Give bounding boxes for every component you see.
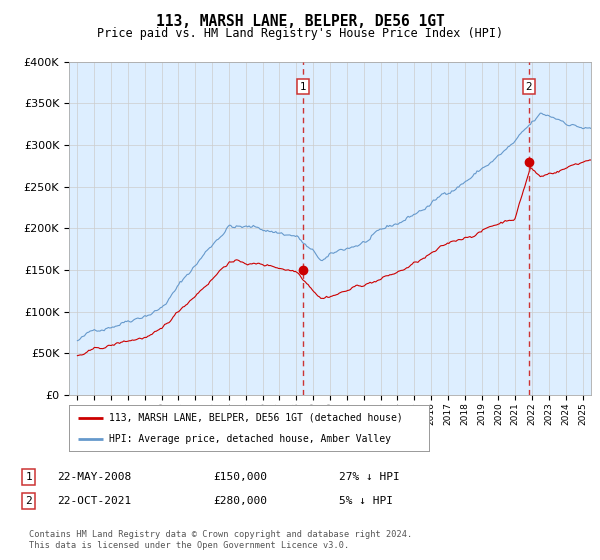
Text: £150,000: £150,000 [213, 472, 267, 482]
Text: 2: 2 [25, 496, 32, 506]
Text: 2: 2 [526, 82, 532, 92]
Text: Contains HM Land Registry data © Crown copyright and database right 2024.: Contains HM Land Registry data © Crown c… [29, 530, 412, 539]
Text: 5% ↓ HPI: 5% ↓ HPI [339, 496, 393, 506]
Text: 1: 1 [25, 472, 32, 482]
Text: 113, MARSH LANE, BELPER, DE56 1GT (detached house): 113, MARSH LANE, BELPER, DE56 1GT (detac… [109, 413, 403, 423]
Text: This data is licensed under the Open Government Licence v3.0.: This data is licensed under the Open Gov… [29, 541, 349, 550]
Text: 113, MARSH LANE, BELPER, DE56 1GT: 113, MARSH LANE, BELPER, DE56 1GT [155, 14, 445, 29]
Text: £280,000: £280,000 [213, 496, 267, 506]
Text: HPI: Average price, detached house, Amber Valley: HPI: Average price, detached house, Ambe… [109, 435, 391, 444]
Text: 22-OCT-2021: 22-OCT-2021 [57, 496, 131, 506]
Text: 27% ↓ HPI: 27% ↓ HPI [339, 472, 400, 482]
Text: 22-MAY-2008: 22-MAY-2008 [57, 472, 131, 482]
Text: 1: 1 [299, 82, 306, 92]
Text: Price paid vs. HM Land Registry's House Price Index (HPI): Price paid vs. HM Land Registry's House … [97, 27, 503, 40]
